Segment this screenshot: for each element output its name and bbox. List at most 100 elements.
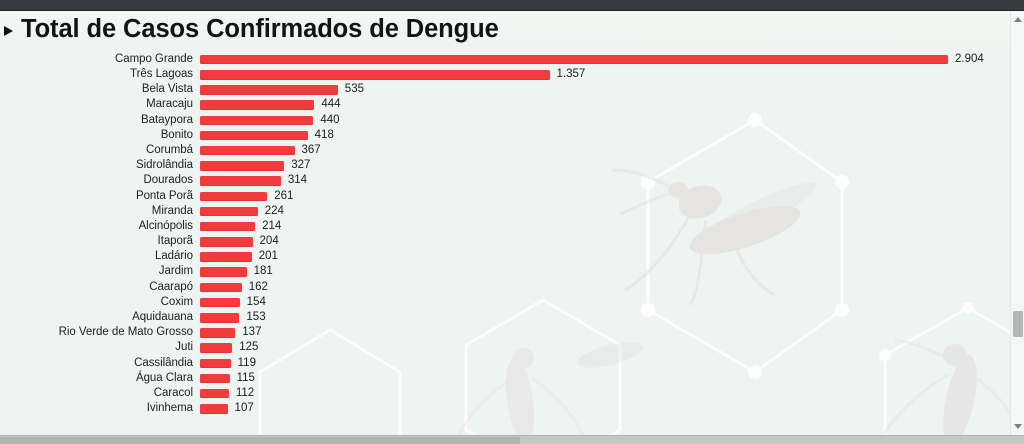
page-title: Total de Casos Confirmados de Dengue	[21, 14, 499, 43]
bar-fill[interactable]	[200, 191, 268, 202]
bar-track: 327	[200, 158, 1010, 173]
bar-category-label: Bonito	[160, 128, 193, 141]
bar-fill[interactable]	[200, 267, 247, 277]
bar-row[interactable]: Jardim 181	[0, 265, 1010, 280]
bar-row[interactable]: Juti 125	[0, 341, 1010, 356]
bar-track: 125	[200, 341, 1010, 356]
bar-row[interactable]: Caarapó 162	[0, 280, 1010, 295]
vertical-scrollbar[interactable]	[1010, 11, 1024, 435]
bar-value-label: 214	[262, 219, 282, 232]
bar-row[interactable]: Bonito 418	[0, 128, 1010, 143]
bar-row[interactable]: Dourados 314	[0, 174, 1010, 189]
bar-fill[interactable]	[200, 373, 230, 384]
bar-category-label: Aquidauana	[132, 311, 193, 324]
bar-fill[interactable]	[200, 388, 229, 399]
bar-track: 1.357	[200, 67, 1010, 82]
bar-track: 444	[200, 98, 1010, 113]
bar-fill[interactable]	[200, 100, 315, 110]
bar-category-label: Ponta Porã	[135, 189, 193, 202]
bar-value-label: 204	[259, 235, 279, 248]
bar-row[interactable]: Coxim 154	[0, 295, 1010, 310]
bar-value-label: 201	[258, 250, 278, 263]
bar-category-label: Ivinhema	[146, 402, 193, 415]
bar-fill[interactable]	[200, 237, 253, 247]
bar-track: 314	[200, 174, 1010, 189]
bar-row[interactable]: Caracol 112	[0, 386, 1010, 401]
bar-fill[interactable]	[200, 221, 256, 232]
bar-fill[interactable]	[200, 252, 252, 262]
bar-track: 224	[200, 204, 1010, 219]
bar-fill[interactable]	[200, 313, 240, 323]
bar-category-label: Caarapó	[149, 280, 193, 293]
bar-row[interactable]: Campo Grande 2.904	[0, 52, 1010, 67]
bar-row[interactable]: Sidrolândia 327	[0, 158, 1010, 173]
bar-track: 162	[200, 280, 1010, 295]
bar-row[interactable]: Bataypora 440	[0, 113, 1010, 128]
bar-track: 154	[200, 295, 1010, 310]
window-chrome-edge	[0, 10, 1024, 11]
bar-value-label: 1.357	[556, 68, 586, 81]
bar-fill[interactable]	[200, 70, 550, 80]
bar-value-label: 535	[344, 83, 364, 96]
bar-fill[interactable]	[200, 85, 338, 95]
bar-track: 204	[200, 234, 1010, 249]
bar-fill[interactable]	[200, 328, 236, 338]
bar-row[interactable]: Aquidauana 153	[0, 310, 1010, 325]
bar-row[interactable]: Água Clara 115	[0, 371, 1010, 386]
bar-category-label: Itaporã	[157, 235, 194, 248]
bar-track: 2.904	[200, 52, 1010, 67]
bar-category-label: Miranda	[151, 204, 193, 217]
bar-chart: Campo Grande 2.904 Três Lagoas 1.357 Bela Vi…	[0, 52, 1010, 436]
bar-fill[interactable]	[200, 282, 242, 293]
bar-row[interactable]: Corumbá 367	[0, 143, 1010, 158]
bar-row[interactable]: Rio Verde de Mato Grosso 137	[0, 325, 1010, 340]
horizontal-scrollbar-thumb[interactable]	[0, 437, 520, 444]
bar-row[interactable]: Ivinhema 107	[0, 401, 1010, 416]
arrow-up-icon[interactable]	[1011, 13, 1024, 26]
bar-row[interactable]: Itaporã 204	[0, 234, 1010, 249]
bar-row[interactable]: Cassilândia 119	[0, 356, 1010, 371]
arrow-down-icon[interactable]	[1011, 420, 1024, 433]
bar-category-label: Juti	[175, 341, 193, 354]
bar-fill[interactable]	[200, 130, 308, 141]
bar-fill[interactable]	[200, 161, 285, 171]
bar-track: 115	[200, 371, 1010, 386]
horizontal-scrollbar[interactable]	[0, 435, 1024, 444]
bar-value-label: 153	[246, 311, 266, 324]
bar-fill[interactable]	[200, 297, 240, 308]
bar-value-label: 444	[321, 98, 341, 111]
bar-fill[interactable]	[200, 404, 228, 414]
bar-fill[interactable]	[200, 206, 258, 217]
bar-row[interactable]: Ladário 201	[0, 249, 1010, 264]
bar-track: 367	[200, 143, 1010, 158]
bar-category-label: Dourados	[143, 174, 194, 187]
bar-track: 112	[200, 386, 1010, 401]
bar-track: 535	[200, 82, 1010, 97]
bar-category-label: Jardim	[158, 265, 193, 278]
bar-row[interactable]: Ponta Porã 261	[0, 189, 1010, 204]
bar-value-label: 112	[235, 386, 255, 399]
bar-fill[interactable]	[200, 358, 231, 369]
bar-fill[interactable]	[200, 176, 281, 186]
bar-row[interactable]: Alcinópolis 214	[0, 219, 1010, 234]
bar-category-label: Campo Grande	[114, 52, 193, 65]
vertical-scrollbar-thumb[interactable]	[1013, 311, 1023, 337]
triangle-right-icon[interactable]	[1, 22, 19, 40]
bar-row[interactable]: Três Lagoas 1.357	[0, 67, 1010, 82]
bar-track: 181	[200, 265, 1010, 280]
bar-value-label: 224	[264, 204, 284, 217]
bar-category-label: Alcinópolis	[138, 219, 193, 232]
bar-value-label: 162	[248, 280, 268, 293]
bar-row[interactable]: Maracaju 444	[0, 98, 1010, 113]
bar-value-label: 181	[253, 265, 273, 278]
bar-row[interactable]: Miranda 224	[0, 204, 1010, 219]
bar-category-label: Cassilândia	[134, 356, 193, 369]
bar-fill[interactable]	[200, 145, 295, 156]
bar-fill[interactable]	[200, 115, 314, 126]
bar-track: 214	[200, 219, 1010, 234]
bar-fill[interactable]	[200, 54, 948, 65]
bar-track: 418	[200, 128, 1010, 143]
bar-fill[interactable]	[200, 343, 233, 353]
bar-row[interactable]: Bela Vista 535	[0, 82, 1010, 97]
